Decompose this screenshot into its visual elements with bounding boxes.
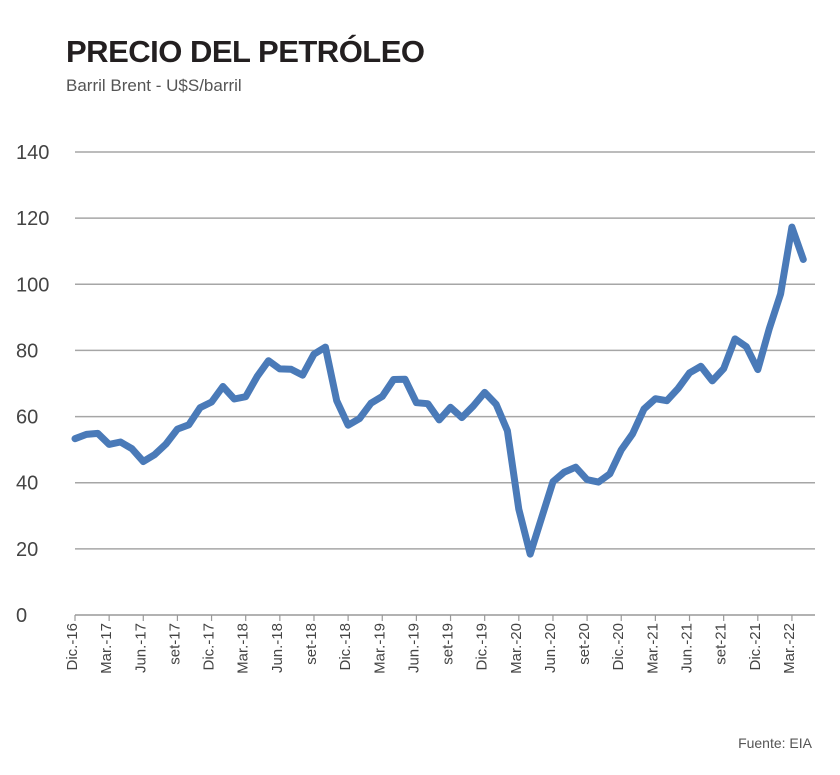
chart-subtitle: Barril Brent - U$S/barril — [66, 76, 242, 95]
x-tick-label: Mar.-17 — [98, 623, 115, 674]
chart-source: Fuente: EIA — [738, 735, 812, 751]
y-tick-label: 120 — [16, 208, 49, 230]
x-tick-label: Mar.-21 — [644, 623, 661, 674]
x-tick-label: Jun.-19 — [405, 623, 422, 673]
y-tick-label: 60 — [16, 407, 38, 429]
y-tick-label: 40 — [16, 473, 38, 495]
x-tick-label: Dic.-18 — [337, 623, 354, 671]
y-tick-label: 0 — [16, 605, 27, 627]
x-tick-label: Jun.-18 — [269, 623, 286, 673]
series-brent — [71, 223, 807, 558]
y-tick-label: 80 — [16, 340, 38, 362]
x-tick-label: Dic.-20 — [610, 623, 627, 671]
x-tick-label: Mar.-20 — [508, 623, 525, 674]
x-tick-label: set-21 — [713, 623, 730, 665]
x-tick-label: Jun.-17 — [132, 623, 149, 673]
y-axis: 0 20 40 60 80 100 120 140 — [16, 142, 49, 627]
y-tick-label: 100 — [16, 274, 49, 296]
x-tick-label: set-18 — [303, 623, 320, 665]
gridlines — [75, 151, 815, 616]
x-tick-label: Mar.-19 — [371, 623, 388, 674]
x-tick-label: Mar.-18 — [235, 623, 252, 674]
x-tick-label: Dic.-19 — [474, 623, 491, 671]
x-tick-label: Dic.-16 — [64, 623, 81, 671]
series-line — [71, 223, 807, 558]
x-tick-label: set-19 — [440, 623, 457, 665]
x-tick-label: Jun.-21 — [679, 623, 696, 673]
x-tick-label: Mar.-22 — [781, 623, 798, 674]
x-tick-label: set-20 — [576, 623, 593, 665]
y-tick-label: 140 — [16, 142, 49, 164]
x-tick-label: Dic.-17 — [201, 623, 218, 671]
y-tick-label: 20 — [16, 539, 38, 561]
x-tick-label: Dic.-21 — [747, 623, 764, 671]
x-axis: Dic.-16 Mar.-17 Jun.-17 set-17 Dic.-17 Mar.-1… — [64, 615, 798, 674]
x-tick-label: set-17 — [166, 623, 183, 665]
x-tick-label: Jun.-20 — [542, 623, 559, 673]
chart-title: PRECIO DEL PETRÓLEO — [66, 34, 425, 69]
